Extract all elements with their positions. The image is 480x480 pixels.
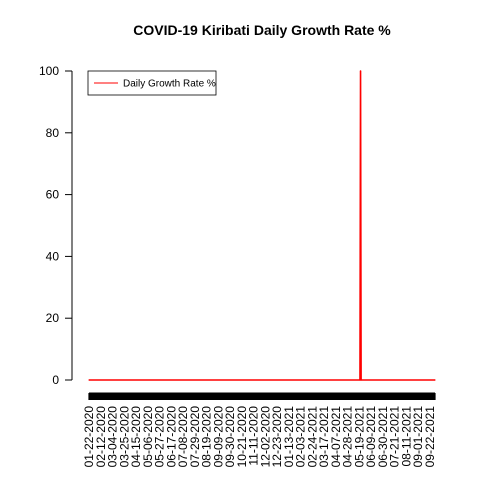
- x-tick-label: 11-11-2020: [247, 406, 261, 466]
- x-tick-label: 02-12-2020: [94, 406, 108, 468]
- x-tick-label: 12-02-2020: [258, 406, 272, 468]
- x-tick-label: 10-21-2020: [235, 406, 249, 468]
- x-tick-label: 01-13-2021: [282, 406, 296, 468]
- data-point: [359, 70, 362, 72]
- x-tick-label: 02-24-2021: [305, 406, 319, 468]
- legend-label: Daily Growth Rate %: [123, 79, 216, 90]
- y-tick-label: 100: [39, 64, 59, 78]
- data-point: [88, 379, 90, 381]
- x-tick-label: 05-27-2020: [153, 406, 167, 468]
- x-tick-label: 09-09-2020: [211, 406, 225, 468]
- x-tick-label: 09-01-2021: [411, 406, 425, 468]
- x-tick-label: 05-19-2021: [352, 406, 366, 468]
- x-tick-label: 02-03-2021: [294, 406, 308, 468]
- data-point: [360, 379, 362, 381]
- x-tick-label: 03-25-2020: [117, 406, 131, 468]
- y-tick-label: 80: [46, 126, 60, 140]
- data-point: [359, 379, 361, 381]
- y-tick-label: 60: [46, 188, 60, 202]
- y-axis: 0 20 40 60 80 100: [39, 64, 73, 387]
- x-tick-label: 04-07-2021: [329, 406, 343, 468]
- y-tick-label: 0: [52, 373, 59, 387]
- x-tick-label: 07-29-2020: [188, 406, 202, 468]
- x-tick-label: 04-28-2021: [341, 406, 355, 468]
- x-tick-label: 06-30-2021: [376, 406, 390, 468]
- x-tick-label: 04-15-2020: [129, 406, 143, 468]
- x-tick-label: 09-30-2020: [223, 406, 237, 468]
- x-tick-label: 08-11-2021: [399, 406, 413, 467]
- x-tick-label: 12-23-2020: [270, 406, 284, 468]
- x-tick-label: 05-06-2020: [141, 406, 155, 468]
- data-point: [434, 379, 436, 381]
- x-tick-label: 09-22-2021: [423, 406, 437, 468]
- legend: Daily Growth Rate %: [87, 70, 217, 96]
- x-tick-label: 06-09-2021: [364, 406, 378, 468]
- x-tick-label: 03-04-2020: [106, 406, 120, 468]
- y-tick-label: 40: [46, 249, 60, 263]
- x-tick-label: 03-17-2021: [317, 406, 331, 468]
- x-tick-label: 01-22-2020: [82, 406, 96, 468]
- series-line-0: [89, 70, 435, 381]
- y-tick-label: 20: [46, 311, 60, 325]
- series-layer: [88, 70, 436, 381]
- x-tick-label: 06-17-2020: [164, 406, 178, 468]
- x-tick-label: 08-19-2020: [200, 406, 214, 468]
- x-tick-label: 07-08-2020: [176, 406, 190, 468]
- x-axis: 01-22-202002-12-202003-04-202003-25-2020…: [82, 392, 437, 468]
- x-tick-label: 07-21-2021: [388, 406, 402, 468]
- chart-title: COVID-19 Kiribati Daily Growth Rate %: [133, 22, 391, 38]
